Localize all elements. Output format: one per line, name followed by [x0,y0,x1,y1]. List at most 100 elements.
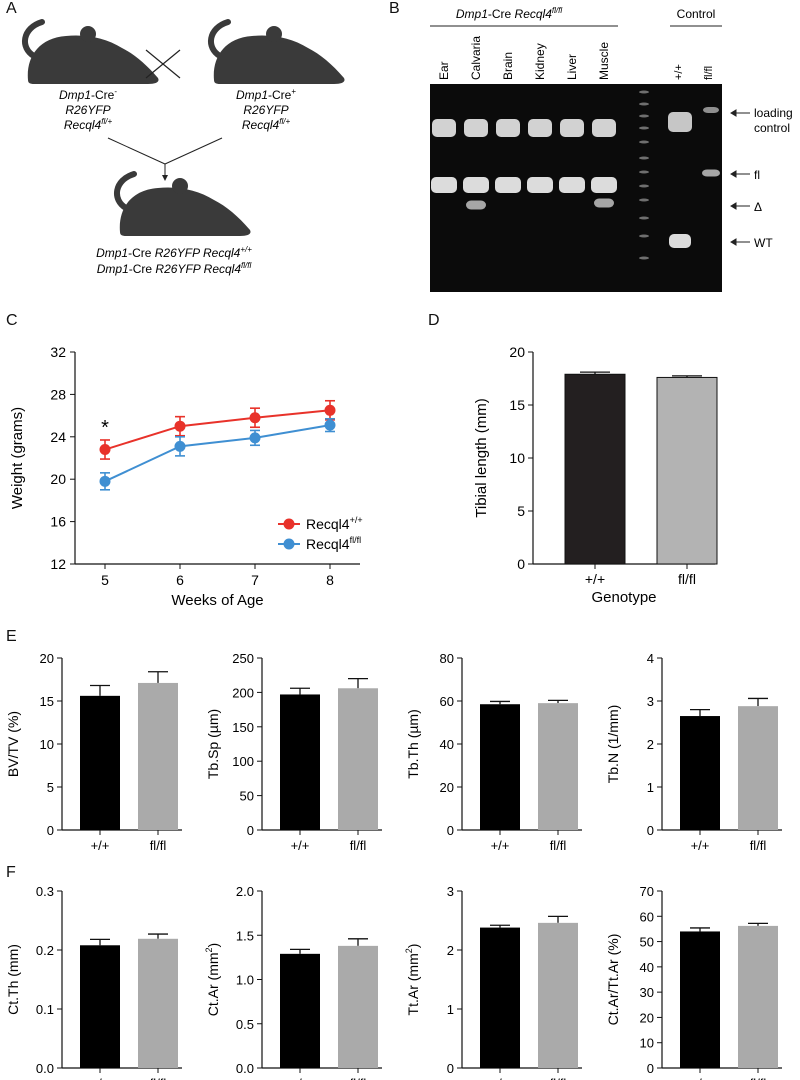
data-point [174,440,186,452]
gel-band [639,234,649,238]
bar [680,931,720,1068]
y-tick-label: 1 [647,780,654,795]
x-tick-label: 7 [251,572,259,588]
gel-group-title: Dmp1-Cre Recql4fl/fl [456,6,562,21]
legend-label: Recql4fl/fl [306,535,361,552]
bar [138,938,178,1068]
y-axis-label: BV/TV (%) [5,711,21,777]
x-axis-label: Genotype [591,589,656,606]
panel-letter-c: C [6,312,18,329]
data-point [249,432,261,444]
y-tick-label: 100 [232,754,254,769]
y-tick-label: 250 [232,651,254,666]
svg-text:loading: loading [754,106,793,120]
y-tick-label: 28 [50,386,66,402]
svg-text:R26YFP: R26YFP [243,103,288,117]
x-tick-label: +/+ [691,838,710,853]
tbsp-bar-chart: 0 50 100 150 200 250 +/+ fl/fl Tb.Sp (µm) [205,651,382,853]
x-tick-label: +/+ [91,1076,110,1080]
y-tick-label: 16 [50,514,66,530]
bar [138,682,178,830]
y-axis-label: Tb.N (1/mm) [605,705,621,784]
mouse-right-icon [211,22,345,84]
data-point [99,475,111,487]
svg-text:Δ: Δ [754,200,762,214]
y-tick-label: 20 [40,651,54,666]
gel-band [639,126,649,130]
svg-text:Recql4fl/+: Recql4fl/+ [242,117,291,132]
y-tick-label: 0 [247,823,254,838]
y-tick-label: 150 [232,720,254,735]
bar [656,376,718,565]
y-tick-label: 4 [647,651,654,666]
y-axis-label: Tb.Th (µm) [405,709,421,779]
y-tick-label: 80 [440,651,454,666]
mouse-left-icon [25,22,159,84]
x-tick-label: fl/fl [350,838,367,853]
gel-band [668,112,692,132]
gel-band [591,177,617,193]
x-tick-label: +/+ [291,838,310,853]
gel-control-title: Control [677,7,716,21]
gel-band [466,200,486,210]
bvtv-bar-chart: 0 5 10 15 20 +/+ fl/fl BV/TV (%) [5,651,182,853]
gel-band [702,169,720,177]
y-tick-label: 10 [640,1036,654,1051]
panel-letter-f: F [6,864,16,881]
tbth-bar-chart: 0 20 40 60 80 +/+ fl/fl Tb.Th (µm) [405,651,582,853]
svg-text:fl: fl [754,168,760,182]
y-tick-label: 0.5 [236,1017,254,1032]
y-tick-label: 1.5 [236,928,254,943]
bar [338,945,378,1068]
data-point [174,420,186,432]
y-axis-label: Ct.Ar (mm2) [204,943,221,1016]
y-tick-label: 20 [640,1010,654,1025]
tbn-bar-chart: 0 1 2 3 4 +/+ fl/fl Tb.N (1/mm) [605,651,782,853]
gel-band [639,102,649,106]
data-point [324,404,336,416]
data-point [324,419,336,431]
bar [480,704,520,830]
y-tick-label: 2 [447,943,454,958]
y-tick-label: 0.3 [36,884,54,899]
y-tick-label: 70 [640,884,654,899]
y-tick-label: 0 [647,823,654,838]
y-tick-label: 5 [47,780,54,795]
gel-band [639,140,649,144]
data-point [99,444,111,456]
gel-band [431,177,457,193]
gel-lane-label: Calvaria [469,36,483,80]
bar [80,695,120,830]
ctth-bar-chart: 0.0 0.1 0.2 0.3 +/+ fl/fl Ct.Th (mm) [5,884,182,1080]
svg-text:R26YFP: R26YFP [65,103,110,117]
y-tick-label: 24 [50,429,66,445]
gel-band [639,184,649,188]
y-tick-label: 12 [50,556,66,572]
x-tick-label: fl/fl [678,571,696,587]
svg-text:Dmp1-Cre-: Dmp1-Cre- [59,87,117,102]
x-tick-label: fl/fl [750,1076,767,1080]
y-tick-label: 0 [447,823,454,838]
bar [538,922,578,1068]
gel-control-lane-label: fl/fl [703,66,715,80]
y-tick-label: 3 [647,694,654,709]
bar [564,373,626,565]
significance-star: * [101,417,109,439]
y-tick-label: 40 [640,960,654,975]
gel-band [560,119,584,137]
gel-band [464,119,488,137]
y-tick-label: 50 [240,789,254,804]
y-tick-label: 0 [47,823,54,838]
y-tick-label: 10 [509,450,525,466]
bar [738,706,778,830]
x-tick-label: +/+ [291,1076,310,1080]
gel-band [639,114,649,118]
band-labels: loading control fl Δ WT [754,106,793,250]
tibial-length-bar-chart: 0 5 10 15 20 +/+ fl/fl Tibial length (mm) Genoty… [473,344,718,606]
mouse-offspring-icon [117,174,251,236]
bar [280,953,320,1068]
y-tick-label: 0.2 [36,943,54,958]
gel-lane-label: Brain [501,52,515,80]
y-axis-label: Weight (grams) [9,407,26,509]
ttar-bar-chart: 0 1 2 3 +/+ fl/fl Tt.Ar (mm2) [404,884,582,1080]
